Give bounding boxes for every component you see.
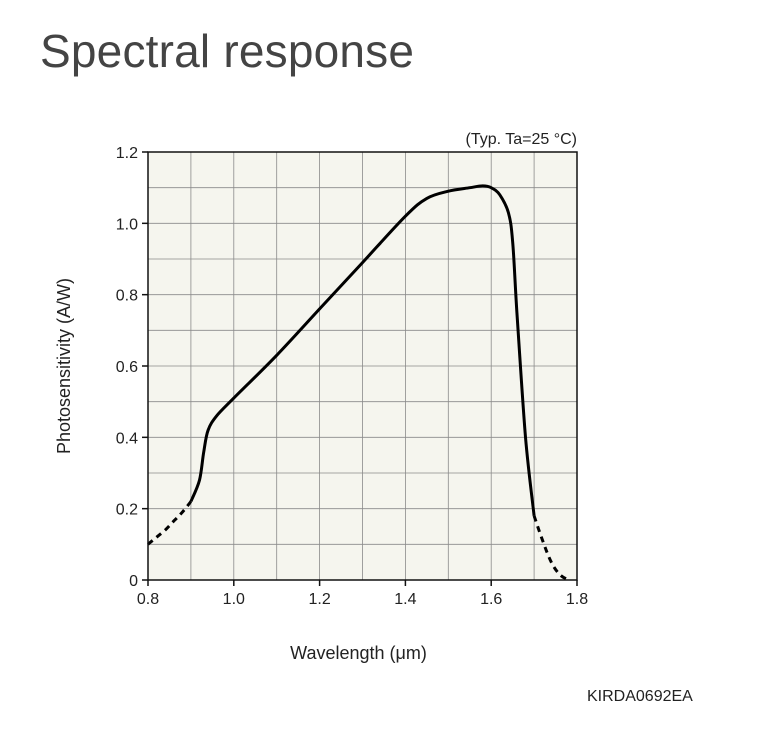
x-tick-label: 1.8 — [566, 591, 588, 608]
x-tick-label: 1.0 — [223, 591, 245, 608]
condition-note: (Typ. Ta=25 °C) — [466, 131, 577, 148]
x-tick-label: 1.6 — [480, 591, 502, 608]
y-tick-label: 0.2 — [116, 502, 138, 519]
series-line-main — [189, 184, 536, 516]
x-tick-label: 1.2 — [308, 591, 330, 608]
page-title: Spectral response — [40, 25, 415, 77]
y-tick-label: 1.2 — [116, 145, 138, 162]
curve-layer — [147, 184, 570, 582]
y-tick-label: 0.6 — [116, 359, 138, 376]
tick-layer: 0.8 1.0 1.2 1.4 1.6 1.8 0 0.2 0.4 0.6 0.8 1.0 1.2 — [116, 145, 588, 608]
document-code: KIRDA0692EA — [587, 688, 693, 705]
x-tick-label: 1.4 — [394, 591, 416, 608]
x-axis-label: Wavelength (μm) — [290, 643, 427, 663]
series-line-dashed-0 — [147, 500, 193, 546]
x-tick-label: 0.8 — [137, 591, 159, 608]
y-axis-label: Photosensitivity (A/W) — [54, 278, 74, 454]
grid — [148, 152, 577, 580]
y-tick-label: 0.8 — [116, 288, 138, 305]
y-tick-label: 0.4 — [116, 430, 138, 447]
y-tick-label: 0 — [129, 573, 138, 590]
y-tick-label: 1.0 — [116, 216, 138, 233]
series-line-dashed-2 — [532, 515, 570, 582]
